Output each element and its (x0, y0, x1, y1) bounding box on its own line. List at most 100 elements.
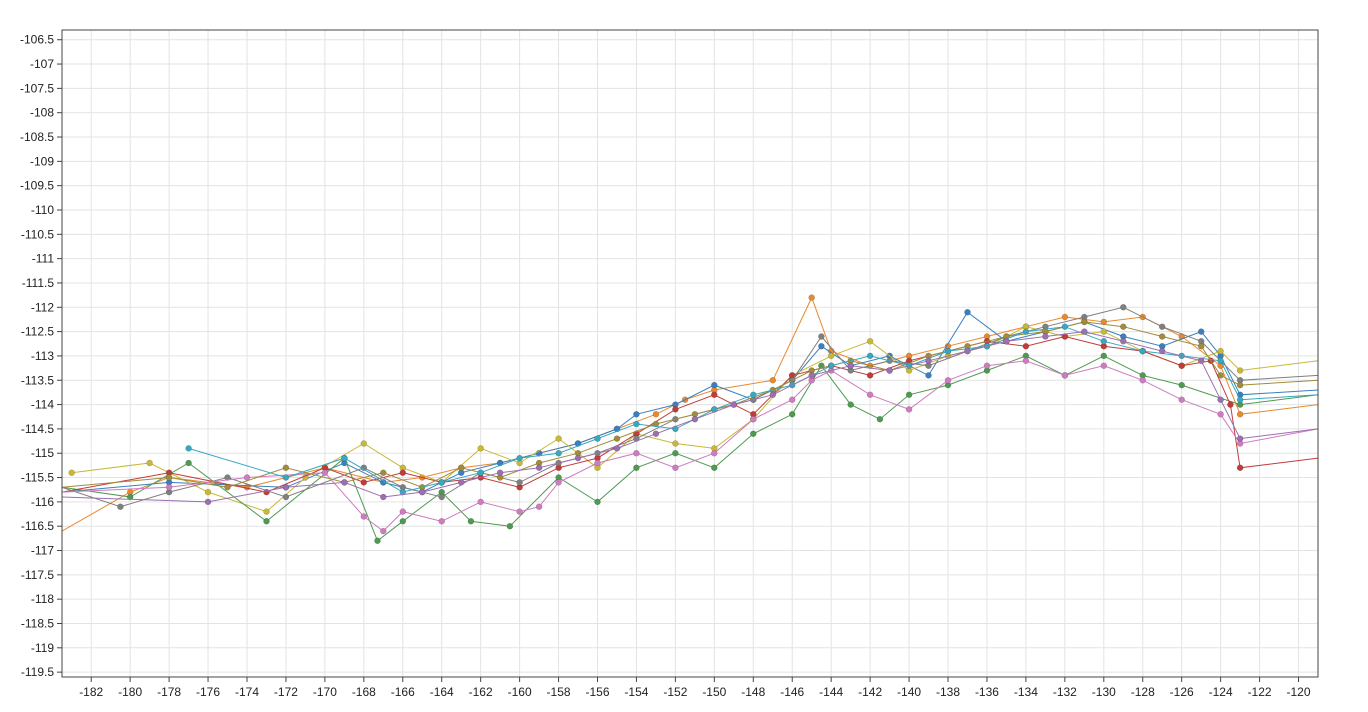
data-point (185, 459, 192, 467)
y-tick-label: -114.5 (21, 422, 54, 436)
data-point (1022, 357, 1030, 365)
x-tick-label: -158 (547, 685, 571, 699)
data-point (769, 377, 777, 384)
data-point (1217, 347, 1224, 355)
data-point (905, 406, 913, 413)
series-line (62, 335, 1318, 493)
data-point (1139, 347, 1146, 355)
x-tick-label: -138 (936, 685, 960, 699)
data-point (380, 469, 387, 476)
y-tick-label: -107 (30, 57, 54, 71)
series-line (62, 355, 1318, 542)
y-tick-label: -109 (30, 154, 54, 168)
data-point (341, 479, 348, 486)
data-point (672, 406, 679, 413)
x-tick-label: -152 (663, 685, 687, 699)
data-point (477, 445, 484, 452)
data-point (652, 430, 660, 438)
data-point (399, 488, 407, 496)
data-point (360, 440, 368, 447)
x-tick-label: -148 (741, 685, 765, 699)
data-point (1236, 381, 1244, 389)
data-point (341, 454, 348, 462)
data-point (866, 391, 874, 399)
data-point (1061, 323, 1069, 330)
data-point (185, 445, 192, 452)
data-point (204, 488, 212, 496)
y-tick-label: -119.5 (21, 665, 54, 679)
y-tick-label: -108 (30, 106, 54, 120)
x-tick-label: -136 (975, 685, 999, 699)
data-point (808, 372, 815, 379)
data-point (711, 381, 718, 389)
data-point (117, 503, 124, 510)
y-tick-label: -112.5 (21, 325, 54, 339)
data-point (1217, 396, 1224, 403)
x-tick-label: -154 (624, 685, 648, 699)
data-point (711, 464, 718, 472)
x-tick-label: -142 (858, 685, 882, 699)
data-point (321, 469, 329, 476)
data-point (399, 508, 407, 515)
data-point (730, 401, 738, 408)
data-point (1158, 323, 1166, 330)
y-tick-label: -113 (31, 349, 54, 363)
x-tick-label: -178 (157, 685, 181, 699)
data-point (1022, 328, 1030, 335)
data-point (1061, 372, 1069, 379)
y-tick-label: -114 (31, 398, 54, 412)
x-tick-label: -166 (391, 685, 415, 699)
data-point (944, 347, 952, 355)
data-point (818, 333, 825, 340)
x-tick-label: -164 (430, 685, 454, 699)
series-1 (62, 294, 1318, 532)
data-point (496, 469, 504, 476)
data-point (477, 498, 484, 506)
y-tick-label: -106.5 (20, 33, 54, 47)
x-tick-label: -122 (1248, 685, 1272, 699)
data-point (477, 469, 484, 476)
data-point (1042, 333, 1049, 340)
series-line (62, 360, 1318, 532)
data-point (380, 493, 387, 501)
data-point (788, 411, 796, 418)
series-4 (62, 352, 1318, 545)
x-tick-label: -120 (1287, 685, 1311, 699)
x-tick-label: -144 (819, 685, 843, 699)
x-tick-label: -172 (274, 685, 298, 699)
data-point (1158, 333, 1166, 340)
data-point (594, 459, 601, 467)
series-10 (62, 328, 1318, 506)
data-point (750, 430, 757, 438)
data-point (866, 352, 874, 360)
data-point (282, 464, 290, 472)
data-point (535, 503, 543, 510)
data-point (535, 464, 543, 472)
x-tick-label: -160 (508, 685, 532, 699)
data-point (866, 338, 874, 345)
data-point (788, 396, 796, 403)
data-point (165, 474, 173, 481)
data-point (418, 488, 426, 496)
data-point (399, 518, 407, 525)
data-point (1197, 342, 1205, 350)
x-tick-label: -130 (1092, 685, 1116, 699)
data-point (652, 420, 660, 428)
data-point (1217, 357, 1224, 365)
data-point (847, 362, 854, 369)
data-point (555, 435, 562, 442)
data-point (438, 518, 445, 525)
y-tick-label: -116 (31, 495, 54, 509)
data-point (1236, 411, 1244, 418)
data-point (691, 415, 699, 423)
data-point (944, 377, 952, 384)
data-point (1100, 362, 1108, 369)
x-tick-label: -132 (1053, 685, 1077, 699)
y-tick-label: -111 (32, 252, 55, 266)
data-point (1120, 304, 1127, 311)
y-tick-label: -115 (31, 446, 54, 460)
data-point (769, 391, 777, 399)
data-point (165, 484, 173, 491)
data-point (1178, 381, 1185, 389)
